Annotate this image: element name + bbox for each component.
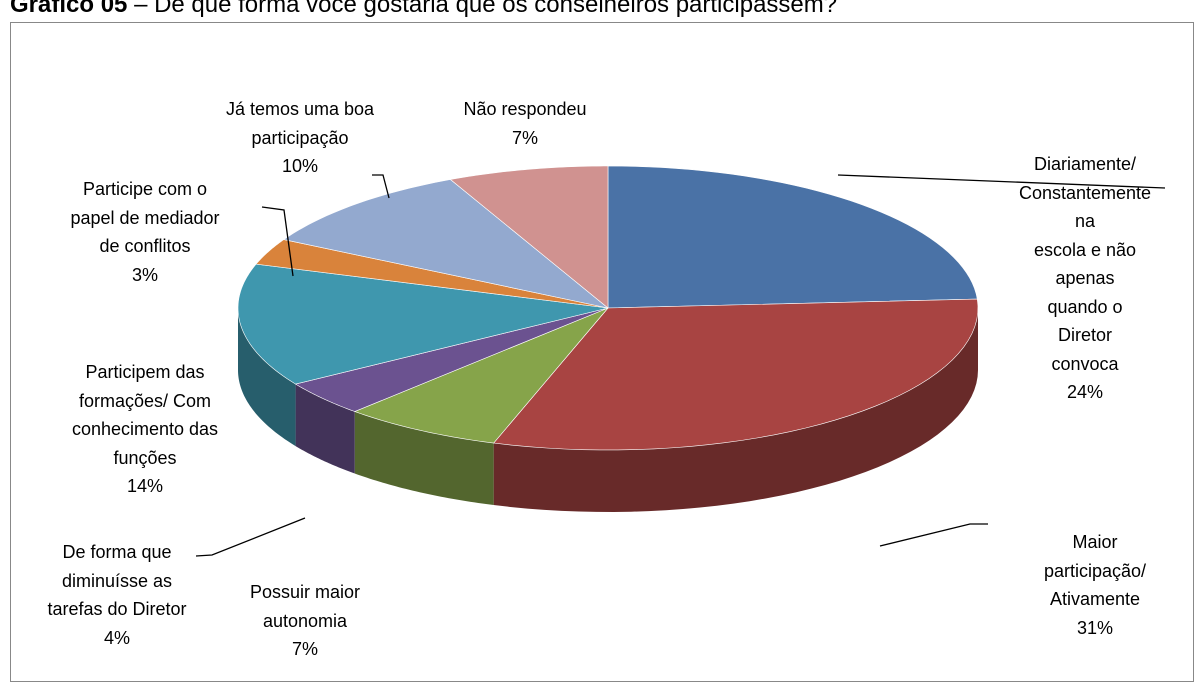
category-label: De forma que diminuísse as tarefas do Di…	[47, 542, 187, 619]
title: Gráfico 05 – De que forma você gostaria …	[10, 0, 837, 19]
slice-label: Já temos uma boa participação 10%	[226, 95, 374, 181]
category-label: Diariamente/ Constantemente na escola e …	[1018, 154, 1152, 374]
category-label: Participem das formações/ Com conhecimen…	[71, 362, 219, 468]
slice	[607, 165, 978, 309]
slice-side	[354, 411, 494, 506]
tops	[237, 165, 979, 451]
chart	[195, 165, 1166, 557]
leader-line	[195, 517, 306, 557]
page: Gráfico 05 – De que forma você gostaria …	[10, 0, 1194, 682]
value-label: 4%	[103, 627, 130, 648]
slice-label: Maior participação/ Ativamente 31%	[1042, 528, 1149, 642]
slice-side	[493, 308, 978, 512]
category-label: Já temos uma boa participação	[225, 99, 375, 148]
value-label: 10%	[281, 156, 319, 176]
slice	[449, 165, 609, 309]
category-label: Não respondeu	[463, 99, 587, 119]
title-prefix: Gráfico 05	[10, 0, 128, 18]
slice-label: Não respondeu 7%	[463, 95, 586, 152]
sides	[238, 308, 978, 512]
slice	[493, 298, 979, 451]
slice-side	[295, 384, 355, 474]
slice-label: Diariamente/ Constantemente na escola e …	[1019, 150, 1151, 407]
value-label: 7%	[291, 639, 318, 659]
slice	[255, 239, 609, 309]
value-label: 14%	[126, 476, 164, 496]
category-label: Maior participação/ Ativamente	[1043, 532, 1147, 609]
slice	[283, 179, 609, 309]
slice	[294, 307, 609, 412]
slice-label: De forma que diminuísse as tarefas do Di…	[47, 538, 186, 652]
leader-line	[261, 206, 294, 277]
slice-label: Possuir maior autonomia 7%	[250, 578, 360, 664]
value-label: 3%	[131, 264, 159, 285]
slice-label: Participe com o papel de mediador de con…	[70, 175, 219, 289]
value-label: 24%	[1066, 382, 1104, 402]
leader-line	[879, 523, 988, 547]
value-label: 31%	[1076, 617, 1114, 638]
slice	[237, 263, 609, 385]
title-text: – De que forma você gostaria que os cons…	[134, 0, 838, 18]
category-label: Participe com o papel de mediador de con…	[70, 179, 220, 256]
category-label: Possuir maior autonomia	[249, 582, 361, 631]
leader-line	[837, 174, 1166, 189]
value-label: 7%	[511, 127, 538, 148]
slice-label: Participem das formações/ Com conhecimen…	[72, 358, 218, 501]
leader-line	[372, 174, 390, 199]
slice-side	[238, 308, 296, 447]
leaders	[195, 174, 1166, 557]
slice	[353, 307, 609, 444]
